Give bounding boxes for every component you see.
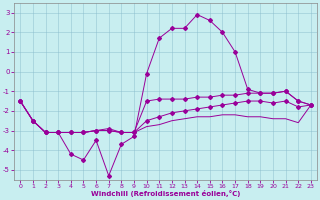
X-axis label: Windchill (Refroidissement éolien,°C): Windchill (Refroidissement éolien,°C) — [91, 190, 240, 197]
